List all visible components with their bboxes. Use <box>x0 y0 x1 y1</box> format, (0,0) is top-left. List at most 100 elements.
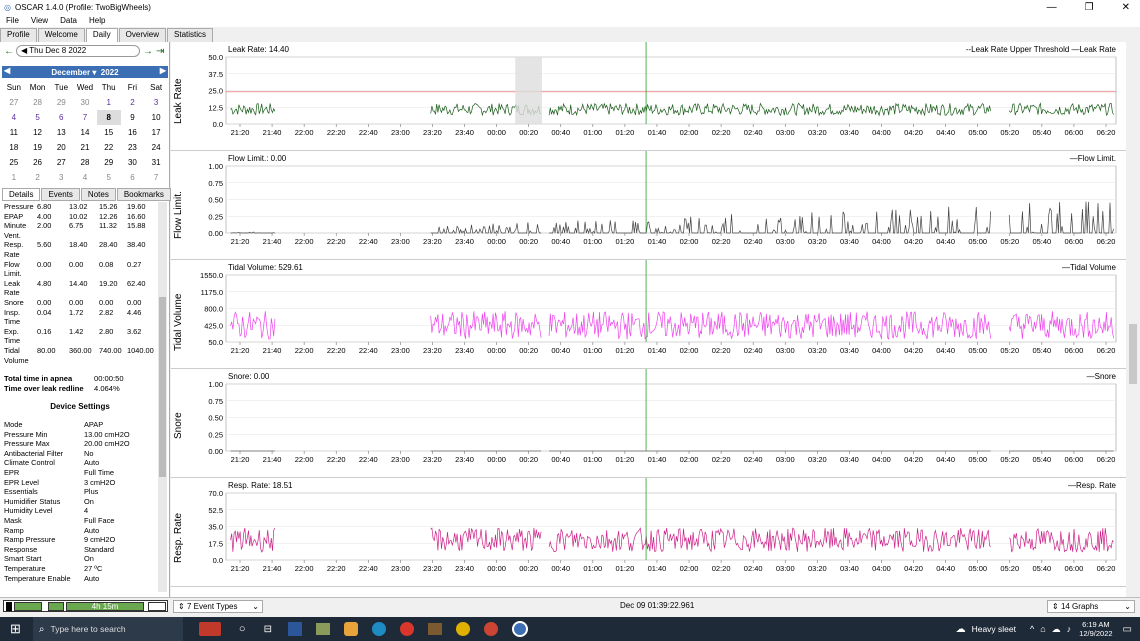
calendar-day[interactable]: 18 <box>9 143 19 152</box>
calendar-day[interactable]: 8 <box>96 110 121 125</box>
tab-events[interactable]: Events <box>41 188 80 201</box>
calendar-day[interactable]: 13 <box>56 128 66 137</box>
calendar-day[interactable]: 5 <box>35 113 40 122</box>
search-highlight-icon[interactable] <box>198 622 221 636</box>
graph-plot[interactable]: 1.00 0.75 0.50 0.25 0.00 21:20 21:40 22:00 22:20… <box>171 369 1126 478</box>
app-icon-2[interactable] <box>315 623 330 635</box>
calendar-day[interactable]: 28 <box>80 158 90 167</box>
calendar-day[interactable]: 6 <box>130 173 135 182</box>
calendar-day[interactable]: 27 <box>9 98 19 107</box>
calendar-day[interactable]: 22 <box>104 143 114 152</box>
forward-arrow-icon[interactable]: → <box>143 46 153 57</box>
calendar-day[interactable]: 26 <box>33 158 43 167</box>
graph-3[interactable]: 1.00 0.75 0.50 0.25 0.00 21:20 21:40 22:00 22:20… <box>171 369 1126 478</box>
calendar-day[interactable]: 14 <box>80 128 90 137</box>
menu-view[interactable]: View <box>30 16 49 25</box>
next-month-icon[interactable]: ▶ <box>159 66 166 75</box>
calendar-day[interactable]: 12 <box>33 128 43 137</box>
calendar-day[interactable]: 3 <box>153 98 159 107</box>
calendar-day[interactable]: 29 <box>104 158 114 167</box>
calendar-day[interactable]: 2 <box>130 98 135 107</box>
calendar-day[interactable]: 27 <box>56 158 66 167</box>
graph-plot[interactable]: 1.00 0.75 0.50 0.25 0.00 21:20 21:40 22:00 22:20… <box>171 151 1126 260</box>
event-types-dropdown[interactable]: ⇕ 7 Event Types ⌄ <box>173 600 263 613</box>
calendar-day[interactable]: 4 <box>11 113 17 122</box>
calendar-day[interactable]: 29 <box>56 98 66 107</box>
tab-daily[interactable]: Daily <box>85 28 118 42</box>
menu-data[interactable]: Data <box>60 16 77 25</box>
tab-bookmarks[interactable]: Bookmarks <box>116 188 171 201</box>
back-arrow-icon[interactable]: ← <box>4 46 14 57</box>
calendar-day[interactable]: 1 <box>106 98 111 107</box>
calendar-day[interactable]: 17 <box>151 128 161 137</box>
menu-help[interactable]: Help <box>89 16 106 25</box>
graph-plot[interactable]: 1550.0 1175.0 800.0 425.0 50.0 21:20 21:40 22:0… <box>171 260 1126 369</box>
graph-4[interactable]: 70.0 52.5 35.0 17.5 0.0 21:20 21:40 22:00 22:20 2… <box>171 478 1126 587</box>
calendar-day[interactable]: 7 <box>153 173 159 182</box>
graph-1[interactable]: 1.00 0.75 0.50 0.25 0.00 21:20 21:40 22:00 22:20… <box>171 151 1126 260</box>
graph-scrollbar[interactable] <box>1126 42 1140 597</box>
calendar-day[interactable]: 30 <box>80 98 90 107</box>
task-view-icon[interactable]: ○ <box>238 623 246 635</box>
app-icon-8[interactable] <box>483 622 498 636</box>
weather-text[interactable]: Heavy sleet <box>971 624 1016 634</box>
calendar-day[interactable]: 2 <box>35 173 40 182</box>
tab-statistics[interactable]: Statistics <box>167 28 214 42</box>
calendar-day[interactable]: 3 <box>59 173 64 182</box>
clock[interactable]: 6:19 AM 12/9/2022 <box>1079 620 1112 638</box>
calendar-day[interactable]: 11 <box>9 128 18 137</box>
close-icon[interactable]: ✕ <box>1121 1 1130 13</box>
calendar-day[interactable]: 19 <box>33 143 43 152</box>
notification-icon[interactable]: ▭ <box>1122 623 1132 635</box>
taskbar-search[interactable]: ⌕ Type here to search <box>32 617 183 641</box>
tab-welcome[interactable]: Welcome <box>37 28 85 42</box>
tab-profile[interactable]: Profile <box>0 28 37 42</box>
graph-0[interactable]: 50.0 37.5 25.0 12.5 0.0 21:20 21:40 22:00 22:20 2… <box>171 42 1126 151</box>
oscar-taskbar-icon[interactable] <box>511 621 528 637</box>
calendar-day[interactable]: 15 <box>104 128 114 137</box>
tab-notes[interactable]: Notes <box>80 188 116 201</box>
maximize-icon[interactable]: ❐ <box>1084 1 1094 13</box>
calendar-day[interactable]: 10 <box>151 113 161 122</box>
app-icon-3[interactable] <box>343 622 358 636</box>
last-day-icon[interactable]: ⇥ <box>156 46 165 57</box>
word-icon[interactable] <box>287 622 302 636</box>
session-bar[interactable]: 4h 15m <box>3 600 168 612</box>
graph-plot[interactable]: 50.0 37.5 25.0 12.5 0.0 21:20 21:40 22:00 22:20 2… <box>171 42 1126 151</box>
calendar-day[interactable]: 16 <box>127 128 137 137</box>
calendar-year[interactable]: 2022 <box>100 67 119 77</box>
menu-file[interactable]: File <box>6 16 19 25</box>
chrome-icon[interactable] <box>455 622 470 636</box>
calendar-day[interactable]: 1 <box>11 173 17 182</box>
graph-2[interactable]: 1550.0 1175.0 800.0 425.0 50.0 21:20 21:40 22:0… <box>171 260 1126 369</box>
app-icon-6[interactable] <box>427 623 442 635</box>
calendar-day[interactable]: 31 <box>151 158 161 167</box>
calendar-day[interactable]: 5 <box>106 173 111 182</box>
volume-icon[interactable]: ♪ <box>1066 624 1072 634</box>
calendar-day[interactable]: 30 <box>127 158 137 167</box>
prev-month-icon[interactable]: ◀ <box>4 66 11 75</box>
scrollbar-thumb[interactable] <box>159 297 166 477</box>
edge-icon[interactable] <box>371 622 386 636</box>
calendar-day[interactable]: 21 <box>80 143 90 152</box>
scrollbar-thumb[interactable] <box>1129 324 1137 384</box>
cortana-icon[interactable]: ⊟ <box>263 623 272 635</box>
calendar-month[interactable]: December <box>51 67 91 77</box>
calendar-day[interactable]: 24 <box>151 143 161 152</box>
network-icon[interactable]: ⌂ <box>1040 624 1046 634</box>
graphs-dropdown[interactable]: ⇕ 14 Graphs ⌄ <box>1047 600 1135 613</box>
calendar-day[interactable]: 9 <box>130 113 135 122</box>
minimize-icon[interactable]: — <box>1046 1 1057 13</box>
calendar-day[interactable]: 28 <box>33 98 43 107</box>
calendar-day[interactable]: 6 <box>59 113 64 122</box>
calendar-day[interactable]: 23 <box>127 143 137 152</box>
left-scrollbar[interactable] <box>158 202 167 592</box>
calendar-day[interactable]: 7 <box>82 113 88 122</box>
calendar-day[interactable]: 4 <box>82 173 88 182</box>
graph-plot[interactable]: 70.0 52.5 35.0 17.5 0.0 21:20 21:40 22:00 22:20 2… <box>171 478 1126 587</box>
tab-details[interactable]: Details <box>2 188 41 201</box>
app-icon-5[interactable] <box>399 622 414 636</box>
tab-overview[interactable]: Overview <box>118 28 167 42</box>
calendar-day[interactable]: 25 <box>9 158 19 167</box>
tray-chevron-icon[interactable]: ^ <box>1030 624 1035 634</box>
